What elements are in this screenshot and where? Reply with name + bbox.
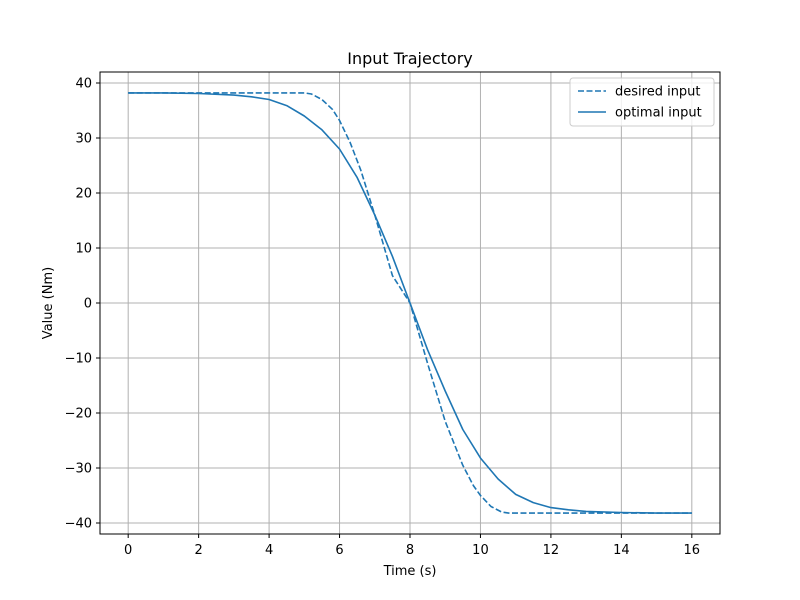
x-tick-label: 16 <box>684 543 701 558</box>
x-tick-label: 12 <box>543 543 560 558</box>
x-tick-label: 2 <box>194 543 202 558</box>
x-tick-label: 14 <box>613 543 630 558</box>
legend: desired input optimal input <box>569 77 715 127</box>
y-tick-label: 0 <box>84 297 92 312</box>
y-tick-label: −40 <box>65 517 92 532</box>
y-tick-label: −20 <box>65 407 92 422</box>
y-tick-label: 30 <box>75 132 92 147</box>
axis-ticks: 0 2 4 6 8 10 12 14 16 40 30 20 10 0 −10 −20 −30 −40 <box>65 77 701 559</box>
x-tick-label: 4 <box>265 543 273 558</box>
y-tick-label: 40 <box>75 77 92 92</box>
legend-optimal-label: optimal input <box>615 106 702 121</box>
plot-lines <box>128 92 692 514</box>
y-tick-label: 10 <box>75 242 92 257</box>
y-tick-label: −10 <box>65 352 92 367</box>
x-tick-label: 8 <box>406 543 414 558</box>
y-axis-label: Value (Nm) <box>41 267 56 339</box>
x-axis-label: Time (s) <box>383 564 437 579</box>
chart-title: Input Trajectory <box>347 49 473 68</box>
legend-desired-label: desired input <box>615 85 701 100</box>
y-tick-label: −30 <box>65 462 92 477</box>
x-tick-label: 6 <box>335 543 343 558</box>
x-tick-label: 10 <box>472 543 489 558</box>
y-tick-label: 20 <box>75 187 92 202</box>
optimal-input-line <box>128 92 692 514</box>
x-tick-label: 0 <box>124 543 132 558</box>
legend-box <box>569 77 715 127</box>
